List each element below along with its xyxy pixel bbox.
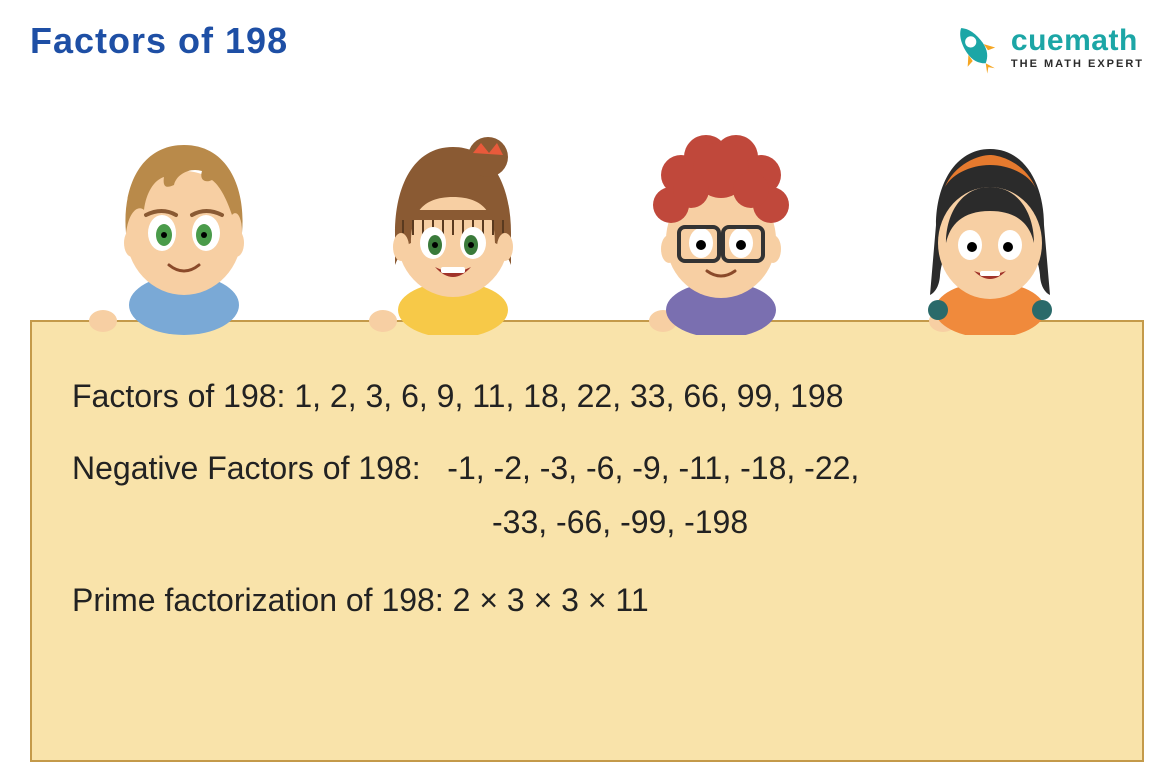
factors-line: Factors of 198: 1, 2, 3, 6, 9, 11, 18, 2…: [72, 372, 1102, 420]
logo: cuemath THE MATH EXPERT: [947, 20, 1144, 76]
prime-values: 2 × 3 × 3 × 11: [453, 582, 649, 618]
page-title: Factors of 198: [30, 20, 288, 62]
neg-factors-values-b: -33, -66, -99, -198: [492, 504, 748, 540]
kid-3: [621, 115, 821, 335]
logo-text: cuemath THE MATH EXPERT: [1011, 26, 1144, 70]
negative-factors-line-a: Negative Factors of 198: -1, -2, -3, -6,…: [72, 444, 1102, 492]
factors-values: 1, 2, 3, 6, 9, 11, 18, 22, 33, 66, 99, 1…: [294, 378, 843, 414]
factors-label: Factors of 198:: [72, 378, 285, 414]
neg-factors-label: Negative Factors of 198:: [72, 450, 421, 486]
kid-4: [890, 115, 1090, 335]
info-board: Factors of 198: 1, 2, 3, 6, 9, 11, 18, 2…: [30, 320, 1144, 762]
neg-factors-values-a: -1, -2, -3, -6, -9, -11, -18, -22,: [447, 450, 859, 486]
kid-2: [353, 115, 553, 335]
kid-1: [84, 115, 284, 335]
logo-brand: cuemath: [1011, 26, 1144, 56]
prime-label: Prime factorization of 198:: [72, 582, 444, 618]
logo-tagline: THE MATH EXPERT: [1011, 59, 1144, 70]
prime-factorization-line: Prime factorization of 198: 2 × 3 × 3 × …: [72, 576, 1102, 624]
rocket-icon: [947, 20, 1003, 76]
kids-row: [0, 115, 1174, 335]
header: Factors of 198 cuemath THE MATH EXPERT: [0, 0, 1174, 76]
negative-factors-line-b: -33, -66, -99, -198: [72, 498, 1102, 546]
